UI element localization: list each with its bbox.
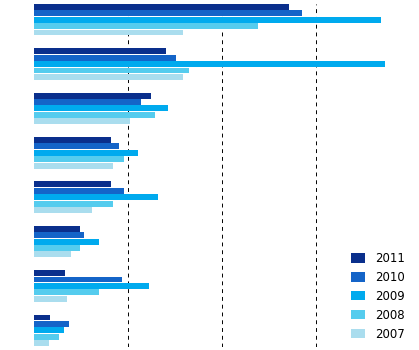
Bar (34, 276, 122, 282)
Bar (34, 296, 67, 302)
Bar (34, 194, 158, 200)
Bar (34, 150, 138, 156)
Bar (34, 99, 141, 105)
Bar (34, 156, 124, 162)
Bar (34, 340, 49, 346)
Bar (34, 245, 80, 251)
Bar (34, 182, 111, 187)
Bar (34, 334, 59, 340)
Bar (34, 207, 92, 213)
Bar (34, 315, 50, 321)
Bar (34, 239, 99, 245)
Bar (34, 68, 189, 74)
Bar (34, 112, 155, 118)
Bar (34, 10, 302, 16)
Bar (34, 17, 381, 23)
Bar (34, 118, 130, 124)
Bar (34, 4, 289, 10)
Bar (34, 61, 385, 67)
Bar (34, 137, 111, 143)
Bar (34, 144, 119, 149)
Bar (34, 48, 166, 54)
Bar (34, 74, 183, 80)
Bar (34, 105, 168, 111)
Bar (34, 188, 124, 194)
Bar (34, 283, 149, 289)
Bar (34, 29, 183, 35)
Bar (34, 163, 113, 168)
Bar (34, 270, 65, 276)
Legend: 2011, 2010, 2009, 2008, 2007: 2011, 2010, 2009, 2008, 2007 (351, 252, 405, 341)
Bar (34, 321, 69, 327)
Bar (34, 232, 84, 238)
Bar (34, 201, 113, 206)
Bar (34, 251, 71, 257)
Bar (34, 23, 258, 29)
Bar (34, 327, 64, 333)
Bar (34, 226, 80, 232)
Bar (34, 93, 151, 99)
Bar (34, 55, 176, 61)
Bar (34, 289, 99, 295)
